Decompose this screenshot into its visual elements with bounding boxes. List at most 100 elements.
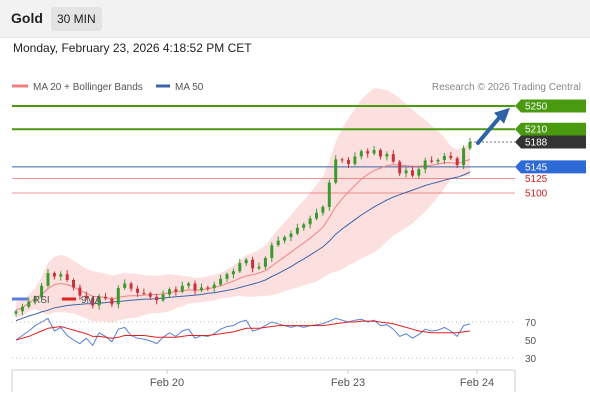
candle [193, 280, 197, 295]
candle [20, 303, 24, 316]
candle [340, 157, 344, 163]
candle [59, 271, 63, 281]
candle [155, 293, 159, 305]
svg-text:5145: 5145 [525, 162, 548, 173]
forecast-arrow [476, 107, 510, 145]
candle [353, 152, 357, 166]
candle [187, 281, 191, 289]
candle [385, 151, 389, 161]
candle [436, 158, 440, 165]
candle [180, 281, 184, 294]
candle [238, 259, 242, 274]
candle [276, 236, 280, 247]
candle [212, 281, 216, 293]
x-tick-label: Feb 24 [460, 377, 494, 389]
svg-text:5210: 5210 [525, 125, 548, 136]
candle [27, 297, 31, 309]
candle [78, 284, 82, 300]
candle [33, 295, 37, 305]
candle [391, 150, 395, 164]
candle [430, 156, 434, 164]
candle [417, 167, 421, 179]
candle [91, 296, 95, 309]
candle [442, 152, 446, 164]
candle [270, 242, 274, 263]
candle [206, 285, 210, 292]
forecast-arrow-head [494, 107, 510, 124]
candle [455, 156, 459, 169]
candle [315, 208, 318, 221]
forecast-arrow-shaft [476, 114, 502, 145]
candle [372, 146, 376, 156]
ma50-legend-label: MA 50 [175, 82, 204, 93]
datetime-label: Monday, February 23, 2026 4:18:52 PM CET [13, 41, 252, 55]
timeframe-badge[interactable]: 30 MIN [51, 7, 102, 31]
candle [168, 287, 171, 298]
candle [359, 149, 363, 160]
candle [251, 256, 255, 273]
candle [334, 155, 338, 185]
candle [327, 179, 331, 211]
candle [379, 148, 382, 160]
research-credit: Research © 2026 Trading Central [432, 82, 581, 93]
price-tag-5210: 5210 [515, 122, 586, 136]
candle [199, 283, 203, 293]
candle [225, 272, 229, 282]
candle [116, 285, 120, 309]
rsi-ma-legend-label: 9MA [81, 295, 102, 306]
rsi-legend-label: RSI [33, 295, 50, 306]
candle [244, 257, 248, 267]
price-tag-5250: 5250 [515, 99, 586, 113]
x-tick-label: Feb 23 [331, 377, 365, 389]
candle [302, 222, 306, 231]
candle [321, 205, 325, 216]
candle [263, 256, 267, 270]
rsi-grid: 70 50 30 [12, 318, 537, 365]
rsi-lines [15, 317, 471, 347]
candle [423, 157, 427, 174]
rsi-level-label: 70 [525, 318, 537, 329]
price-tag-5188: 5188 [515, 135, 586, 149]
candle [468, 137, 472, 151]
candle [52, 271, 56, 280]
ma20-legend-label: MA 20 + Bollinger Bands [33, 82, 143, 93]
x-axis: Feb 20 Feb 23 Feb 24 [150, 370, 494, 389]
candle [219, 274, 223, 287]
candle [148, 291, 152, 300]
rsi-line [15, 317, 471, 347]
candle [14, 309, 18, 317]
candle [72, 278, 75, 291]
bollinger-band-area [16, 88, 470, 323]
instrument-title: Gold [11, 10, 43, 26]
candle [84, 291, 88, 300]
candle [129, 281, 133, 292]
candle [110, 296, 114, 308]
x-tick-label: Feb 20 [150, 377, 184, 389]
candle [308, 215, 312, 229]
header-bar: Gold 30 MIN [0, 0, 590, 38]
candle [231, 268, 235, 279]
candlesticks [14, 137, 472, 317]
candle [123, 279, 127, 290]
rsi-level-label: 50 [525, 336, 537, 347]
candle [462, 145, 466, 170]
candle [289, 230, 293, 242]
bollinger-bands [16, 88, 470, 323]
candle [257, 262, 261, 271]
candle [142, 288, 146, 296]
svg-text:5250: 5250 [525, 102, 548, 113]
candle [161, 290, 165, 303]
candle [449, 151, 453, 160]
svg-text:5100: 5100 [525, 189, 548, 200]
price-tag-5125: 5125 [525, 174, 548, 185]
candle [65, 270, 69, 282]
price-tag-5100: 5100 [525, 189, 548, 200]
candle [97, 293, 101, 310]
price-tag-5145: 5145 [515, 160, 586, 174]
rsi-level-label: 30 [525, 354, 537, 365]
candle [104, 292, 107, 301]
candle [347, 157, 350, 169]
